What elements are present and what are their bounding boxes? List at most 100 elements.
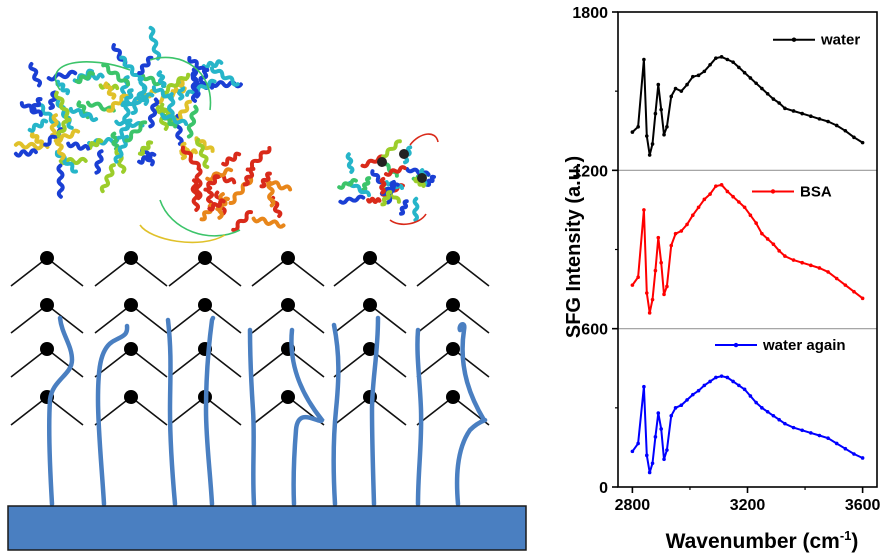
helix-segment (122, 100, 131, 131)
data-point (777, 417, 781, 422)
data-point (791, 109, 796, 113)
surface-molecule (94, 298, 168, 334)
data-point (662, 132, 666, 137)
data-point (760, 86, 764, 91)
data-point (650, 142, 655, 146)
x-tick-label: 2800 (615, 497, 651, 514)
surface-molecule (251, 251, 325, 287)
helix-segment (379, 176, 387, 195)
data-point (636, 441, 640, 446)
helix-segment (138, 76, 150, 106)
helix-segment (207, 198, 226, 212)
data-point (708, 192, 712, 196)
data-point (642, 384, 646, 389)
helix-segment (337, 177, 358, 190)
data-point (719, 374, 724, 378)
molecule-atom (281, 298, 295, 312)
data-point (826, 270, 830, 274)
surface-molecule (333, 251, 407, 287)
data-point (659, 260, 663, 265)
polymer-chain-6 (331, 322, 341, 507)
helix-segment (54, 138, 66, 161)
helix-segment (156, 70, 167, 88)
data-point (644, 134, 649, 138)
data-point (679, 89, 684, 93)
data-point (691, 74, 695, 79)
data-point (653, 268, 658, 273)
helix-segment (360, 154, 386, 169)
helix-segment (147, 97, 160, 129)
data-point (669, 413, 674, 418)
y-tick-label: 1200 (572, 163, 608, 180)
data-point (685, 82, 689, 87)
helix-segment (245, 146, 272, 172)
data-point (843, 446, 848, 451)
series-BSA (630, 183, 865, 315)
data-point (656, 411, 661, 415)
data-point (760, 406, 764, 410)
series-line (631, 55, 864, 156)
data-point (659, 107, 663, 112)
helix-segment (185, 78, 217, 97)
helix-segment (380, 190, 393, 207)
helix-segment (119, 55, 142, 82)
helix-segment (338, 194, 366, 205)
helix-segment (231, 210, 253, 232)
helix-segment (381, 139, 402, 159)
molecule-atom (124, 298, 138, 312)
series-line (631, 183, 864, 314)
data-point (673, 231, 678, 236)
helix-segment (180, 145, 201, 170)
molecule-atom (198, 298, 212, 312)
bound-ion (377, 157, 387, 167)
data-point (754, 221, 758, 225)
legend-marker (733, 342, 739, 348)
helix-segment (53, 128, 81, 144)
data-point (860, 456, 865, 460)
data-point (860, 296, 865, 301)
surface-molecule (168, 251, 242, 287)
molecule-atom (446, 298, 460, 312)
data-point (691, 213, 695, 217)
helix-segment (137, 55, 154, 76)
helix-segment (190, 178, 201, 212)
molecule-atom (363, 298, 377, 312)
data-point (748, 213, 753, 217)
data-point (791, 425, 796, 430)
series-water (630, 55, 865, 157)
data-point (685, 398, 689, 402)
surface-molecule (333, 298, 407, 334)
surface-molecule (94, 342, 168, 378)
molecule-atom (363, 342, 377, 356)
data-point (665, 448, 669, 452)
data-point (725, 57, 730, 62)
polymer-chain-9 (454, 322, 488, 507)
helix-segment (399, 199, 409, 216)
helix-segment (94, 149, 104, 175)
helix-segment (137, 151, 157, 165)
data-point (719, 183, 724, 187)
molecule-atom (281, 390, 295, 404)
helix-segment (103, 81, 117, 100)
data-point (826, 436, 830, 440)
data-point (809, 431, 813, 435)
helix-segment (28, 62, 43, 88)
coil-loop (139, 224, 226, 244)
bound-ion (399, 149, 409, 159)
data-point (719, 55, 724, 59)
helix-segment (405, 167, 431, 177)
surface-molecule (416, 390, 490, 426)
data-point (737, 383, 741, 388)
legend-label: BSA (800, 183, 832, 200)
data-point (754, 400, 758, 405)
legend-item-1: BSA (752, 183, 832, 200)
y-tick-label: 1800 (572, 5, 608, 22)
legend-marker (791, 37, 797, 42)
helix-segment (56, 163, 65, 199)
molecule-atom (40, 251, 54, 265)
data-point (647, 153, 652, 157)
small-protein-ribbon-illustration (337, 133, 439, 226)
data-point (783, 254, 787, 258)
